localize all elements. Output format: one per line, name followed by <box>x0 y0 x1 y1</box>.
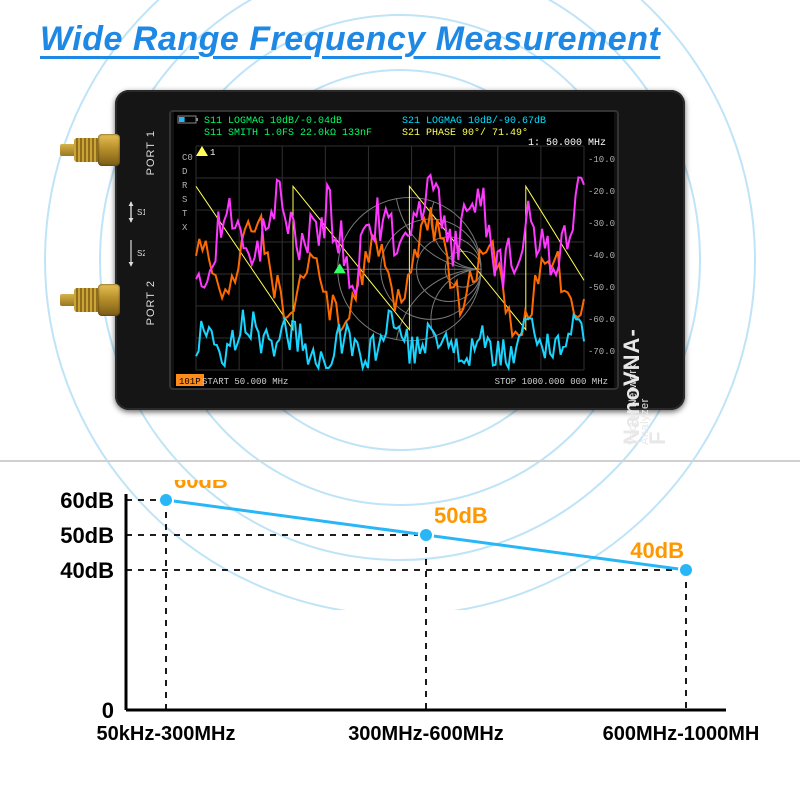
svg-text:-20.0: -20.0 <box>588 187 615 197</box>
svg-text:600MHz-1000MHz: 600MHz-1000MHz <box>603 723 760 745</box>
svg-text:R: R <box>182 181 188 191</box>
svg-text:S21 PHASE 90°/ 71.49°: S21 PHASE 90°/ 71.49° <box>402 127 528 139</box>
svg-text:-60.0: -60.0 <box>588 315 615 325</box>
section-divider <box>0 460 800 462</box>
svg-text:START 50.000 MHz: START 50.000 MHz <box>202 377 288 387</box>
svg-text:40dB: 40dB <box>60 558 114 583</box>
svg-text:-50.0: -50.0 <box>588 283 615 293</box>
svg-text:1: 1 <box>210 148 215 158</box>
port2-label: PORT 2 <box>145 280 157 325</box>
svg-text:D: D <box>182 167 187 177</box>
svg-text:S11 LOGMAG 10dB/-0.04dB: S11 LOGMAG 10dB/-0.04dB <box>204 115 342 127</box>
device-brand: NanoVNA-F Vector Network Analyzer <box>627 120 671 380</box>
svg-text:60dB: 60dB <box>174 480 228 493</box>
svg-text:S: S <box>182 195 187 205</box>
svg-text:101P: 101P <box>179 377 201 387</box>
svg-text:50kHz-300MHz: 50kHz-300MHz <box>97 723 236 745</box>
s11-lbl: S11 <box>137 208 145 217</box>
device-body: PORT 1 PORT 2 S11 S21 NanoVNA-F Vector N… <box>115 90 685 410</box>
svg-text:50dB: 50dB <box>434 503 488 528</box>
chart-svg: 60dB 50dB 40dB 050kHz-300MHz 300MHz-600MHz 60… <box>40 480 760 780</box>
svg-text:-40.0: -40.0 <box>588 251 615 261</box>
svg-text:40dB: 40dB <box>630 538 684 563</box>
svg-text:STOP 1000.000 000 MHz: STOP 1000.000 000 MHz <box>495 377 608 387</box>
svg-text:-10.0: -10.0 <box>588 155 615 165</box>
port1-label: PORT 1 <box>145 130 157 175</box>
s21-lbl: S21 <box>137 249 145 258</box>
svg-text:S11 SMITH 1.0FS 22.0kΩ 133nF: S11 SMITH 1.0FS 22.0kΩ 133nF <box>204 127 372 139</box>
svg-text:50dB: 50dB <box>60 523 114 548</box>
svg-text:T: T <box>182 209 188 219</box>
svg-text:S21 LOGMAG 10dB/-90.67dB: S21 LOGMAG 10dB/-90.67dB <box>402 115 546 127</box>
svg-text:0: 0 <box>102 698 114 723</box>
svg-text:60dB: 60dB <box>60 488 114 513</box>
svg-text:X: X <box>182 223 188 233</box>
headline: Wide Range Frequency Measurement <box>40 20 660 59</box>
sma-port-2 <box>60 278 120 322</box>
brand-sub: Vector Network Analyzer <box>627 315 651 445</box>
svg-text:C0: C0 <box>182 153 193 163</box>
svg-text:1: 50.000 MHz: 1: 50.000 MHz <box>528 138 606 149</box>
device-screen: S11 LOGMAG 10dB/-0.04dB S21 LOGMAG 10dB/-… <box>169 110 619 390</box>
sma-port-1 <box>60 128 120 172</box>
s-param-arrows: S11 S21 <box>125 200 145 272</box>
dynamic-range-chart: 60dB 50dB 40dB 050kHz-300MHz 300MHz-600MHz 60… <box>40 480 760 780</box>
svg-text:-70.0: -70.0 <box>588 347 615 357</box>
svg-text:300MHz-600MHz: 300MHz-600MHz <box>348 723 504 745</box>
screen-svg: S11 LOGMAG 10dB/-0.04dB S21 LOGMAG 10dB/-… <box>171 112 617 388</box>
svg-text:-30.0: -30.0 <box>588 219 615 229</box>
